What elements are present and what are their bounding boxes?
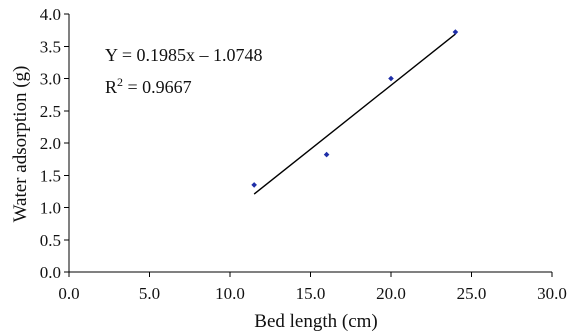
y-tick-label: 4.0 <box>40 5 61 24</box>
x-axis-title: Bed length (cm) <box>254 311 377 332</box>
y-tick-label: 1.5 <box>40 166 61 185</box>
ticks <box>64 13 553 277</box>
y-tick-label: 0.0 <box>40 263 61 282</box>
x-tick-label: 25.0 <box>457 284 487 303</box>
y-tick-label: 0.5 <box>40 231 61 250</box>
x-tick-label: 5.0 <box>139 284 160 303</box>
x-tick-label: 15.0 <box>296 284 326 303</box>
y-tick-label: 3.0 <box>40 70 61 89</box>
data-point <box>388 75 394 82</box>
data-point <box>323 151 330 158</box>
r-squared-annotation: R2 = 0.9667 <box>105 75 192 97</box>
r-squared-exponent: 2 <box>117 75 123 89</box>
y-axis-title: Water adsorption (g) <box>10 66 31 223</box>
x-tick-label: 10.0 <box>215 284 245 303</box>
regression-equation: Y = 0.1985x – 1.0748 <box>105 45 262 65</box>
tick-labels: 0.0 0.5 1.0 1.5 2.0 2.5 3.0 3.5 4.0 0.0 5.0 10.0 15.… <box>40 5 567 303</box>
x-tick-label: 30.0 <box>537 284 567 303</box>
data-point <box>452 29 459 35</box>
trend-line <box>253 33 456 195</box>
data-point <box>251 182 257 188</box>
y-tick-label: 2.5 <box>40 102 61 121</box>
x-tick-label: 20.0 <box>376 284 406 303</box>
r-squared-prefix: R <box>105 77 117 97</box>
y-tick-label: 2.0 <box>40 134 61 153</box>
x-tick-label: 0.0 <box>58 284 79 303</box>
data-points <box>251 29 459 188</box>
y-tick-label: 3.5 <box>40 37 61 56</box>
r-squared-value: = 0.9667 <box>123 77 192 97</box>
y-tick-label: 1.0 <box>40 199 61 218</box>
